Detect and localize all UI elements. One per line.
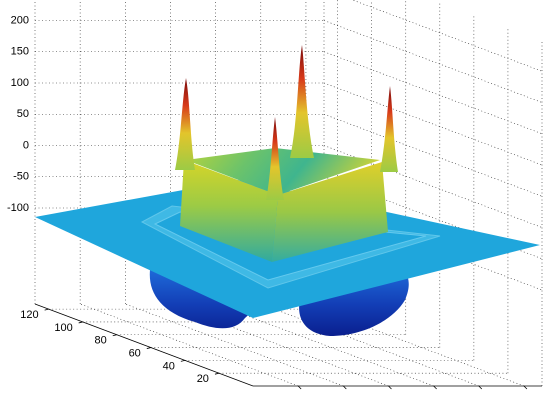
- y-tick-120: [44, 308, 49, 311]
- grid-x-floor-80: [215, 303, 434, 387]
- y-tick-label-40: 40: [163, 360, 175, 372]
- y-tick-label-60: 60: [129, 347, 141, 359]
- z-tick-label-150: 150: [11, 46, 29, 58]
- y-tick-20: [214, 372, 220, 375]
- y-tick-100: [78, 321, 83, 324]
- y-axis-line: [34, 303, 254, 387]
- x-tick-80: [433, 385, 437, 390]
- plateau-wall-right: [272, 162, 388, 262]
- plateau-wall-left: [180, 160, 278, 262]
- grid-x-floor-20: [80, 303, 299, 387]
- y-tick-label-80: 80: [95, 335, 107, 347]
- x-tick-20: [297, 385, 302, 390]
- x-tick-100: [478, 385, 483, 390]
- y-tick-label-100: 100: [54, 322, 72, 334]
- grid-z-right-200: [323, 20, 543, 103]
- y-tick-60: [146, 347, 151, 349]
- surface: [35, 45, 540, 336]
- z-tick-label-0: 0: [23, 139, 29, 151]
- grid-z-right-50: [323, 113, 543, 197]
- y-tick-80: [112, 334, 117, 337]
- grid-x-floor-40: [125, 303, 344, 387]
- spike-back: [290, 45, 314, 158]
- x-tick-120: [523, 385, 528, 390]
- axes: [34, 303, 542, 390]
- y-tick-40: [180, 359, 185, 362]
- grid-z-right-250: [351, 0, 543, 72]
- z-tick-label-200: 200: [11, 14, 29, 26]
- grid-z-right-100: [323, 82, 543, 166]
- grid-x-floor-100: [260, 303, 479, 387]
- grid-x-floor-120: [305, 303, 525, 387]
- spike-right: [380, 86, 398, 172]
- y-tick-label-20: 20: [197, 373, 209, 385]
- grid-x-floor-60: [170, 303, 389, 387]
- z-tick-label--100: -100: [7, 202, 29, 214]
- grid-z-right-150: [323, 51, 543, 135]
- z-tick-label-50: 50: [17, 108, 29, 120]
- spike-front: [266, 117, 284, 200]
- y-tick-label-120: 120: [20, 309, 38, 321]
- plateau-top: [186, 148, 380, 195]
- tick-labels: -100-50050100150200250204060801001202040…: [7, 14, 533, 394]
- z-tick-label-100: 100: [11, 77, 29, 89]
- spike-left: [175, 78, 195, 170]
- x-tick-60: [388, 385, 392, 390]
- z-tick-label--50: -50: [13, 171, 29, 183]
- x-tick-40: [343, 385, 347, 390]
